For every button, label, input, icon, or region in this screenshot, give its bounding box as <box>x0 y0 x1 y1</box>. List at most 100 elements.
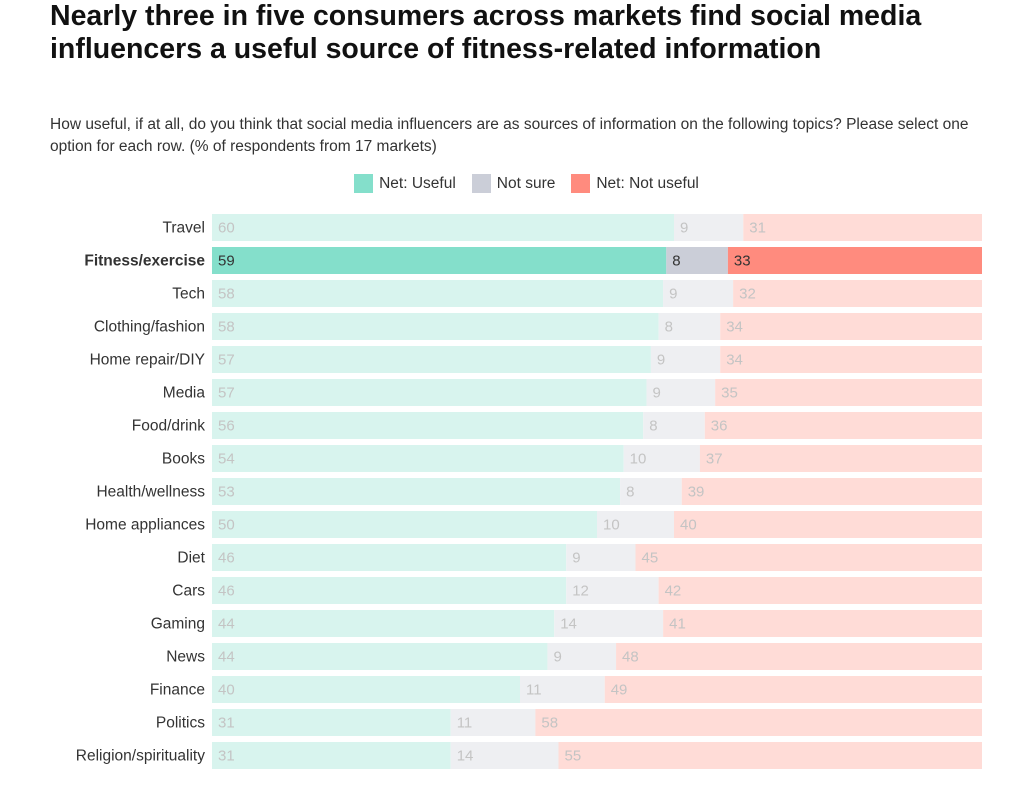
data-label-net-not-useful-clothing-fashion: 34 <box>726 319 743 336</box>
bar-net-not-useful-diet <box>635 544 982 571</box>
data-label-net-useful-food-drink: 56 <box>218 418 235 435</box>
bar-net-useful-gaming <box>212 610 555 637</box>
bar-not-sure-tech <box>663 280 734 307</box>
bar-net-useful-politics <box>212 709 451 736</box>
category-label-travel: Travel <box>163 220 206 237</box>
data-label-net-useful-religion-spirituality: 31 <box>218 748 235 765</box>
data-label-net-not-useful-finance: 49 <box>611 682 628 699</box>
bar-net-not-useful-gaming <box>663 610 982 637</box>
bar-net-not-useful-food-drink <box>704 412 982 439</box>
category-label-home-appliances: Home appliances <box>85 517 205 534</box>
data-label-not-sure-finance: 11 <box>526 682 542 699</box>
bar-not-sure-health-wellness <box>620 478 682 505</box>
data-label-not-sure-religion-spirituality: 14 <box>457 748 474 765</box>
legend-label: Not sure <box>496 174 556 192</box>
bar-not-sure-news <box>547 643 617 670</box>
data-label-not-sure-tech: 9 <box>669 286 677 303</box>
legend-swatch-not-sure <box>471 174 491 193</box>
bar-net-useful-tech <box>212 280 664 307</box>
data-label-net-not-useful-travel: 31 <box>749 220 766 237</box>
category-label-diet: Diet <box>177 550 205 567</box>
data-label-net-useful-books: 54 <box>218 451 235 468</box>
bar-net-useful-clothing-fashion <box>212 313 659 340</box>
bar-net-not-useful-books <box>699 445 982 472</box>
bar-net-not-useful-news <box>616 643 982 670</box>
bar-not-sure-diet <box>566 544 636 571</box>
bar-net-useful-fitness-exercise <box>212 247 667 274</box>
data-label-not-sure-politics: 11 <box>457 715 473 732</box>
bar-net-not-useful-media <box>715 379 982 406</box>
bar-net-useful-diet <box>212 544 567 571</box>
category-label-tech: Tech <box>172 286 205 303</box>
data-label-not-sure-clothing-fashion: 8 <box>665 319 673 336</box>
bar-net-not-useful-clothing-fashion <box>720 313 982 340</box>
data-label-net-useful-gaming: 44 <box>218 616 235 633</box>
bar-net-useful-health-wellness <box>212 478 621 505</box>
data-label-not-sure-media: 9 <box>653 385 661 402</box>
category-label-religion-spirituality: Religion/spirituality <box>76 748 205 765</box>
bar-net-not-useful-home-repair-diy <box>720 346 982 373</box>
data-label-not-sure-home-repair-diy: 9 <box>657 352 665 369</box>
data-label-net-not-useful-media: 35 <box>721 385 738 402</box>
data-label-net-useful-fitness-exercise: 59 <box>218 253 235 270</box>
bar-not-sure-clothing-fashion <box>658 313 721 340</box>
data-label-not-sure-home-appliances: 10 <box>603 517 620 534</box>
category-label-politics: Politics <box>156 715 205 732</box>
bar-net-useful-food-drink <box>212 412 644 439</box>
bar-net-not-useful-fitness-exercise <box>727 247 982 274</box>
bar-not-sure-finance <box>520 676 605 703</box>
data-label-not-sure-health-wellness: 8 <box>626 484 634 501</box>
data-label-net-useful-news: 44 <box>218 649 235 666</box>
data-label-net-useful-cars: 46 <box>218 583 235 600</box>
data-label-not-sure-gaming: 14 <box>560 616 577 633</box>
data-label-net-not-useful-food-drink: 36 <box>711 418 728 435</box>
bar-not-sure-home-repair-diy <box>650 346 721 373</box>
bar-net-useful-home-repair-diy <box>212 346 651 373</box>
data-label-net-not-useful-health-wellness: 39 <box>688 484 705 501</box>
category-label-fitness-exercise: Fitness/exercise <box>84 253 205 270</box>
bar-net-useful-cars <box>212 577 567 604</box>
bar-not-sure-cars <box>566 577 659 604</box>
chart-title: Nearly three in five consumers across ma… <box>50 0 922 65</box>
bar-not-sure-fitness-exercise <box>666 247 728 274</box>
bar-net-useful-travel <box>212 214 674 241</box>
data-label-not-sure-diet: 9 <box>572 550 580 567</box>
data-label-not-sure-cars: 12 <box>572 583 589 600</box>
legend-item-not-sure: Not sure <box>471 174 556 193</box>
bar-not-sure-food-drink <box>643 412 705 439</box>
data-label-net-useful-health-wellness: 53 <box>218 484 235 501</box>
legend-item-useful: Net: Useful <box>354 174 456 193</box>
category-label-food-drink: Food/drink <box>132 418 205 435</box>
category-label-clothing-fashion: Clothing/fashion <box>94 319 205 336</box>
bar-net-not-useful-home-appliances <box>674 511 982 538</box>
bar-net-useful-books <box>212 445 624 472</box>
category-label-finance: Finance <box>150 682 205 699</box>
legend-swatch-useful <box>354 174 374 193</box>
data-label-net-useful-finance: 40 <box>218 682 235 699</box>
bar-not-sure-media <box>646 379 716 406</box>
legend: Net: Useful Not sure Net: Not useful <box>0 174 1033 193</box>
data-label-net-not-useful-news: 48 <box>622 649 639 666</box>
data-label-net-useful-tech: 58 <box>218 286 235 303</box>
data-label-net-not-useful-diet: 45 <box>642 550 659 567</box>
data-label-net-not-useful-cars: 42 <box>665 583 682 600</box>
data-label-net-useful-home-appliances: 50 <box>218 517 235 534</box>
category-label-cars: Cars <box>172 583 205 600</box>
data-label-not-sure-fitness-exercise: 8 <box>672 253 680 270</box>
data-label-net-useful-home-repair-diy: 57 <box>218 352 235 369</box>
category-label-media: Media <box>163 385 206 402</box>
category-label-home-repair-diy: Home repair/DIY <box>90 352 205 369</box>
data-label-net-not-useful-fitness-exercise: 33 <box>734 253 751 270</box>
bar-net-not-useful-tech <box>733 280 982 307</box>
chart-subtitle: How useful, if at all, do you think that… <box>50 116 969 155</box>
legend-label: Net: Not useful <box>596 174 699 192</box>
legend-label: Net: Useful <box>379 174 456 192</box>
category-label-gaming: Gaming <box>151 616 205 633</box>
data-label-net-not-useful-gaming: 41 <box>669 616 686 633</box>
data-label-not-sure-food-drink: 8 <box>649 418 657 435</box>
bar-not-sure-religion-spirituality <box>450 742 559 769</box>
bar-net-useful-finance <box>212 676 520 703</box>
data-label-net-not-useful-politics: 58 <box>541 715 558 732</box>
data-label-net-not-useful-home-appliances: 40 <box>680 517 697 534</box>
data-label-net-useful-media: 57 <box>218 385 235 402</box>
